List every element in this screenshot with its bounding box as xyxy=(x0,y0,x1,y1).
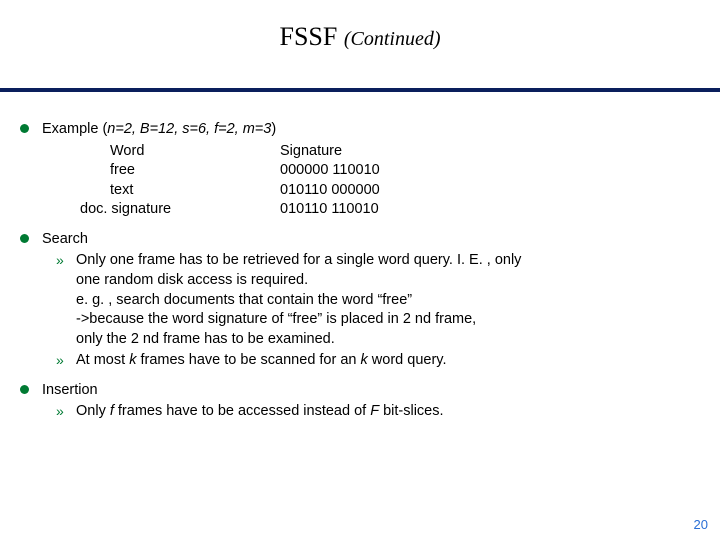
cell-word: doc. signature xyxy=(80,200,280,220)
search-sub1-line: ->because the word signature of “free” i… xyxy=(76,310,706,330)
title-main: FSSF xyxy=(280,22,344,51)
search-label: Search xyxy=(42,231,88,247)
search-sub1-line: Only one frame has to be retrieved for a… xyxy=(76,251,706,271)
cell-sig: 010110 000000 xyxy=(280,181,380,201)
cell-word: free xyxy=(110,161,280,181)
insertion-label: Insertion xyxy=(42,382,98,398)
signature-table: Word Signature free 000000 110010 text 0… xyxy=(14,142,706,220)
title-area: FSSF (Continued) xyxy=(0,0,720,70)
col-sig-header: Signature xyxy=(280,142,342,162)
insertion-sub-a: Only xyxy=(76,403,110,419)
search-sub1-line: only the 2 nd frame has to be examined. xyxy=(76,330,706,350)
search-sub2-k2: k xyxy=(361,352,368,368)
insertion-sub-1: » Only f frames have to be accessed inst… xyxy=(14,402,706,422)
sub-bullet-marker: » xyxy=(56,351,64,370)
cell-sig: 010110 110010 xyxy=(280,200,379,220)
example-text-plain: Example ( xyxy=(42,121,107,137)
title-sub: (Continued) xyxy=(344,28,441,50)
table-row: text 010110 000000 xyxy=(110,181,706,201)
insertion-sub-c: bit-slices. xyxy=(379,403,443,419)
search-sub-2: » At most k frames have to be scanned fo… xyxy=(14,351,706,371)
search-sub1-line: one random disk access is required. xyxy=(76,271,706,291)
insertion-sub-F: F xyxy=(370,403,379,419)
table-row: doc. signature 010110 110010 xyxy=(110,200,706,220)
example-text-params: n=2, B=12, s=6, f=2, m=3 xyxy=(107,121,271,137)
search-sub2-b: frames have to be scanned for an xyxy=(136,352,360,368)
search-sub2-c: word query. xyxy=(368,352,447,368)
search-sub1-line: e. g. , search documents that contain th… xyxy=(76,291,706,311)
bullet-example: Example (n=2, B=12, s=6, f=2, m=3) xyxy=(14,120,706,140)
cell-sig: 000000 110010 xyxy=(280,161,380,181)
bullet-search: Search xyxy=(14,230,706,250)
table-header: Word Signature xyxy=(110,142,706,162)
search-sub2-a: At most xyxy=(76,352,129,368)
search-sub-1: » Only one frame has to be retrieved for… xyxy=(14,251,706,349)
page-number: 20 xyxy=(694,517,708,532)
insertion-sub-b: frames have to be accessed instead of xyxy=(114,403,370,419)
sub-bullet-marker: » xyxy=(56,251,64,270)
sub-bullet-marker: » xyxy=(56,402,64,421)
example-text-close: ) xyxy=(271,121,276,137)
table-row: free 000000 110010 xyxy=(110,161,706,181)
content-area: Example (n=2, B=12, s=6, f=2, m=3) Word … xyxy=(0,102,720,422)
bullet-insertion: Insertion xyxy=(14,381,706,401)
cell-word: text xyxy=(110,181,280,201)
col-word-header: Word xyxy=(110,142,280,162)
divider-line xyxy=(0,88,720,92)
